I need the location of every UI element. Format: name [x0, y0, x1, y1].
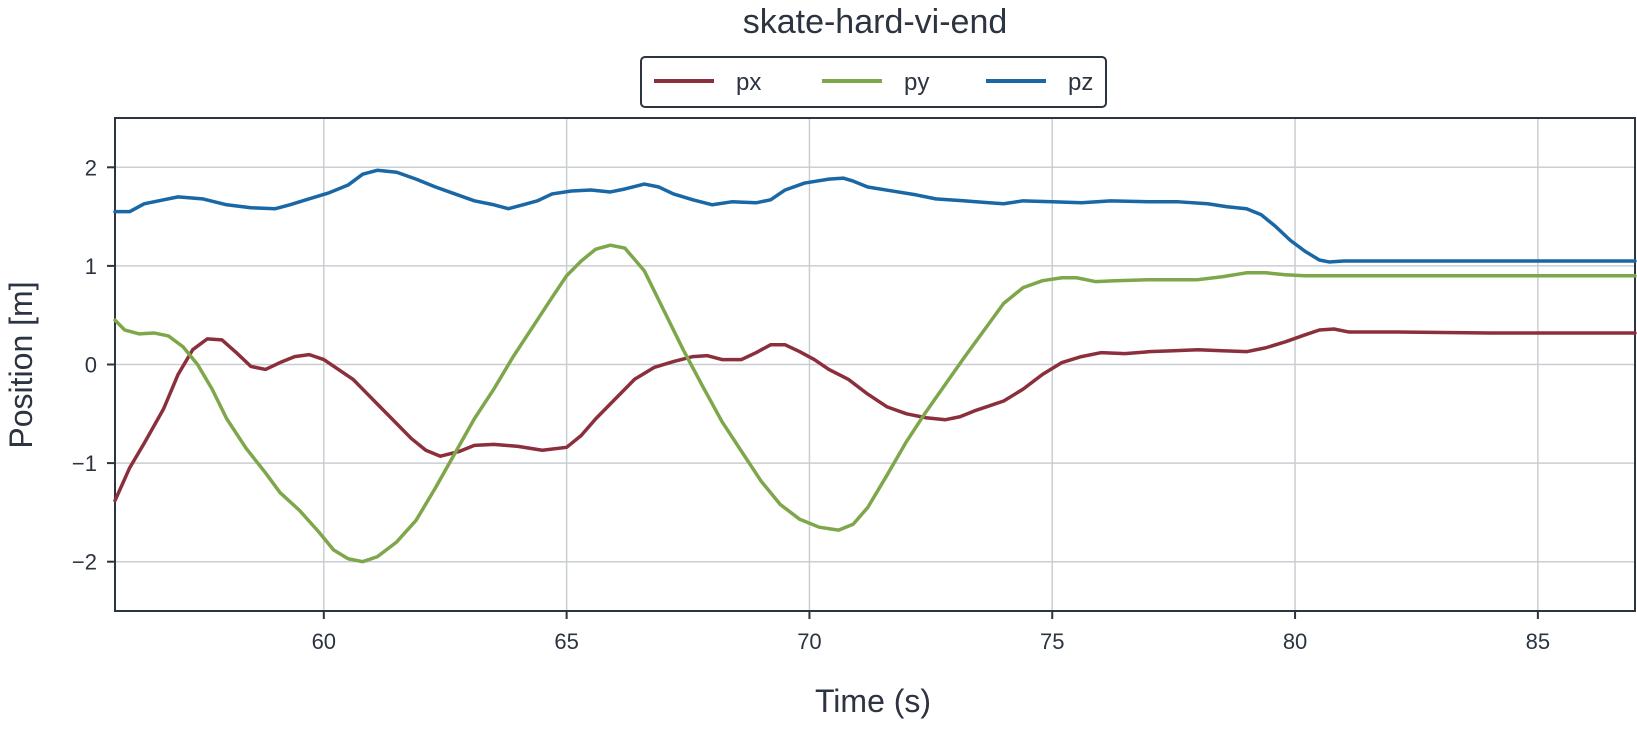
legend: px py pz: [640, 56, 1107, 108]
y-tick-label: 0: [85, 353, 97, 378]
x-tick-label: 85: [1526, 629, 1550, 654]
legend-label-px: px: [736, 69, 761, 96]
ticks: 60 65 70 75 80 85 2 1 0 −1 −2: [72, 155, 1550, 654]
x-tick-label: 60: [312, 629, 336, 654]
series-line-px: [113, 327, 1637, 503]
series-layer: [113, 168, 1637, 564]
y-axis-label: Position [m]: [3, 281, 39, 448]
y-tick-label: 1: [85, 254, 97, 279]
legend-label-py: py: [904, 69, 929, 96]
legend-label-pz: pz: [1068, 69, 1093, 96]
x-axis-label: Time (s): [815, 683, 931, 719]
x-tick-label: 65: [554, 629, 578, 654]
y-tick-label: −1: [72, 451, 97, 476]
x-tick-label: 80: [1283, 629, 1307, 654]
series-line-py: [113, 243, 1637, 564]
x-tick-label: 75: [1040, 629, 1064, 654]
series-line-pz: [113, 168, 1637, 264]
y-tick-label: 2: [85, 155, 97, 180]
grid: [115, 118, 1635, 611]
y-tick-label: −2: [72, 550, 97, 575]
x-tick-label: 70: [797, 629, 821, 654]
chart-title: skate-hard-vi-end: [743, 3, 1008, 41]
